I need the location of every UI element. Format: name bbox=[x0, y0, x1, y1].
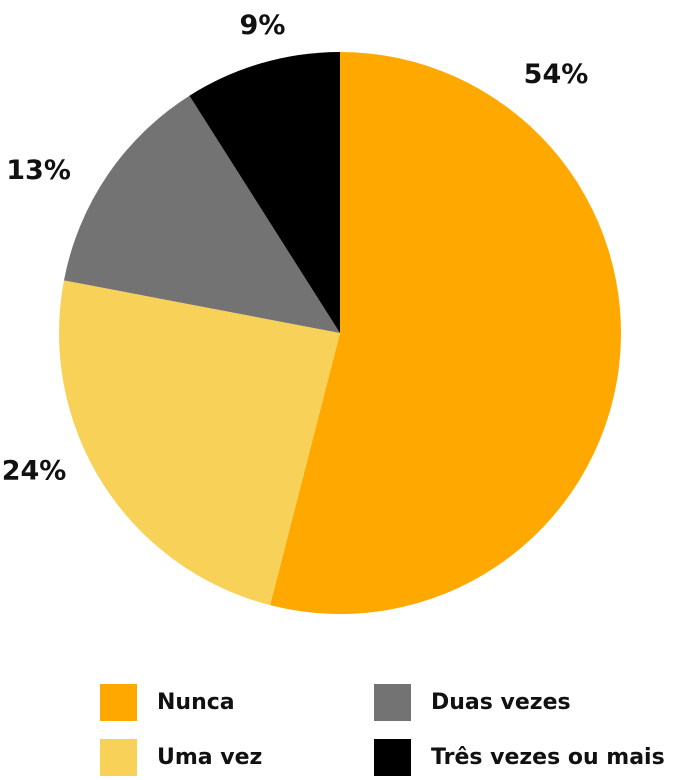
pie-slice-tres-vezes-ou-mais bbox=[189, 52, 340, 333]
legend-swatch-tres-vezes-ou-mais bbox=[374, 738, 411, 776]
legend-label-duas-vezes: Duas vezes bbox=[431, 689, 571, 715]
data-label-duas-vezes: 13% bbox=[6, 155, 71, 186]
data-label-nunca: 54% bbox=[524, 59, 589, 90]
legend-item-uma-vez: Uma vez bbox=[100, 737, 262, 777]
data-label-tres-vezes-ou-mais: 9% bbox=[240, 10, 286, 41]
pie-slice-duas-vezes bbox=[63, 95, 340, 333]
legend-swatch-nunca bbox=[100, 683, 137, 721]
data-label-uma-vez: 24% bbox=[2, 455, 67, 486]
legend-item-duas-vezes: Duas vezes bbox=[374, 682, 571, 722]
legend-swatch-duas-vezes bbox=[374, 683, 411, 721]
legend-item-tres-vezes-ou-mais: Três vezes ou mais bbox=[374, 737, 665, 777]
pie-slice-nunca bbox=[270, 52, 622, 615]
legend-label-nunca: Nunca bbox=[157, 689, 235, 715]
legend-label-tres-vezes-ou-mais: Três vezes ou mais bbox=[431, 744, 665, 770]
pie-slice-uma-vez bbox=[58, 280, 341, 606]
legend-item-nunca: Nunca bbox=[100, 682, 235, 722]
legend-label-uma-vez: Uma vez bbox=[157, 744, 263, 770]
chart-legend: Nunca Duas vezes Uma vez Três vezes ou m… bbox=[100, 682, 680, 777]
legend-swatch-uma-vez bbox=[100, 738, 137, 776]
